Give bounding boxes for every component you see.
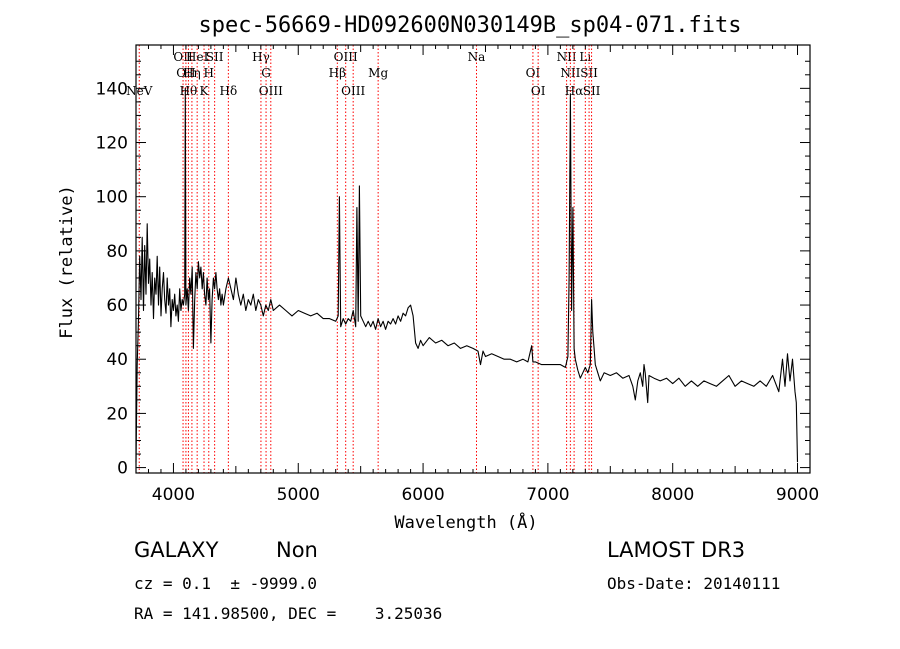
y-tick-label: 140 [96,79,128,99]
y-tick-label: 100 [96,188,128,208]
y-tick-label: 0 [117,459,128,479]
emission-line-label: K [200,84,210,98]
redshift-text: cz = 0.1 ± -9999.0 [134,574,318,593]
x-tick-label: 9000 [776,485,819,505]
emission-line-label: Li [579,50,591,64]
emission-line-label: OI [531,84,546,98]
y-tick-label: 40 [106,350,128,370]
obs-date-text: Obs-Date: 20140111 [607,574,781,593]
y-tick-label: 60 [106,296,128,316]
emission-line-label: OI [526,66,541,80]
emission-line-label: Hα [565,84,584,98]
object-class: GALAXY [134,538,219,562]
plot-frame [135,44,811,474]
emission-line-label: Hδ [220,84,238,98]
x-tick-label: 4000 [152,485,195,505]
x-axis-label: Wavelength (Å) [394,511,537,533]
emission-line-label: SII [206,50,224,64]
y-tick-label: 120 [96,134,128,154]
emission-line-label: OII [176,66,196,80]
x-tick-label: 6000 [401,485,444,505]
emission-line-label: Hγ [252,50,270,64]
emission-line-label: Na [468,50,486,64]
spectrum-series [135,87,799,463]
chart-title: spec-56669-HD092600N030149B_sp04-071.fit… [198,13,741,38]
emission-line-label: OIII [334,50,358,64]
emission-line-label: H [204,66,214,80]
x-tick-label: 7000 [526,485,569,505]
y-axis-label: Flux (relative) [57,185,77,339]
emission-line-label: Mg [368,66,388,80]
coordinates-text: RA = 141.98500, DEC = 3.25036 [134,604,443,623]
x-tick-label: 8000 [651,485,694,505]
emission-line-label: NII [557,50,577,64]
object-subclass: Non [276,538,318,562]
emission-line-label: HeI [186,50,209,64]
y-tick-label: 80 [106,242,128,262]
emission-line-label: SII [580,66,598,80]
y-tick-label: 20 [106,404,128,424]
emission-line-label: SII [583,84,601,98]
emission-line-label: OIII [259,84,283,98]
emission-line-label: Hθ [180,84,198,98]
survey-name: LAMOST DR3 [607,538,746,562]
spectrum-line [135,87,799,463]
emission-line-label: NII [560,66,580,80]
y-axis: 0 20 40 60 80 100 120 140 [96,60,810,479]
emission-line-markers: NeVOIIOIIHθHηHeIKHSIIHδHγGOIIIHβOIIIOIII… [126,45,601,473]
emission-line-label: Hη [183,66,201,80]
emission-line-label: NeV [126,84,153,98]
x-tick-label: 5000 [277,485,320,505]
emission-line-label: OIII [341,84,365,98]
emission-line-label: Hβ [329,66,346,80]
x-axis: 4000 5000 6000 7000 8000 9000 [135,45,819,505]
emission-line-label: G [261,66,271,80]
